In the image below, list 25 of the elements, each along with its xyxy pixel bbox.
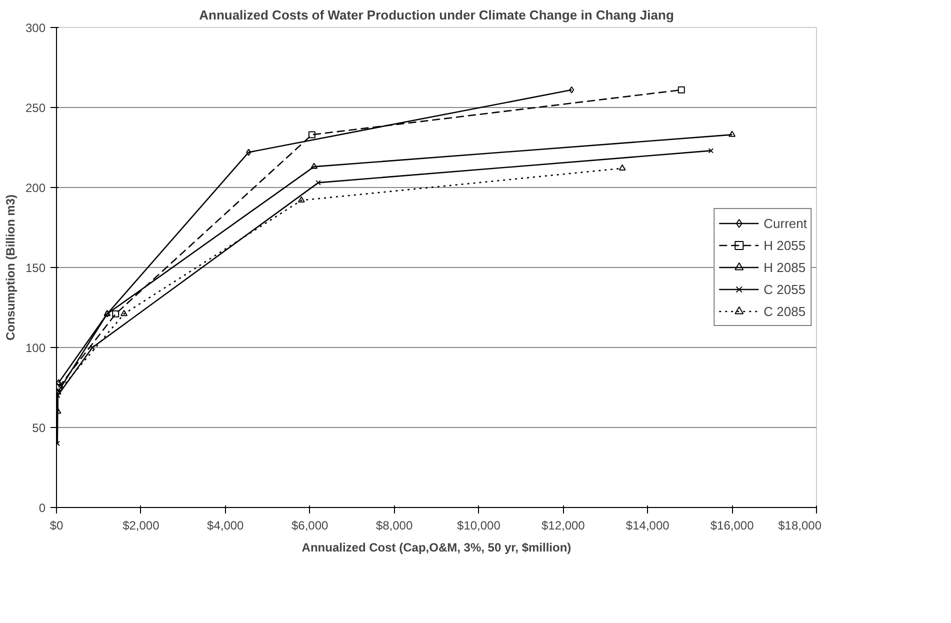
x-tick-label: $0 xyxy=(50,518,64,532)
y-tick-label: 300 xyxy=(25,21,46,35)
x-tick-label: $10,000 xyxy=(457,518,501,532)
y-tick-label: 200 xyxy=(25,181,46,195)
legend-label: Current xyxy=(764,216,807,230)
x-axis-title: Annualized Cost (Cap,O&M, 3%, 50 yr, $million) xyxy=(302,540,572,554)
y-axis-title: Consumption (Billion m3) xyxy=(3,194,18,340)
legend-label: C 2055 xyxy=(764,282,806,296)
y-tick-label: 0 xyxy=(38,501,46,515)
x-tick-label: $2,000 xyxy=(122,518,160,532)
x-tick-label: $6,000 xyxy=(291,518,329,532)
x-tick-label: $14,000 xyxy=(626,518,670,532)
legend-label: H 2085 xyxy=(764,260,806,274)
x-tick-label: $18,000 xyxy=(778,518,822,532)
y-tick-label: 250 xyxy=(25,101,46,115)
x-tick-label: $12,000 xyxy=(541,518,586,532)
chart-title: Annualized Costs of Water Production under Climate Change in Chang Jiang xyxy=(199,8,674,22)
legend-label: H 2055 xyxy=(764,238,806,252)
x-tick-label: $4,000 xyxy=(207,518,244,532)
x-tick-label: $8,000 xyxy=(376,518,413,532)
x-tick-label: $16,000 xyxy=(710,518,754,532)
y-tick-label: 50 xyxy=(32,421,46,435)
legend-label: C 2085 xyxy=(764,304,806,318)
y-tick-label: 150 xyxy=(25,261,46,275)
y-tick-label: 100 xyxy=(25,341,46,355)
